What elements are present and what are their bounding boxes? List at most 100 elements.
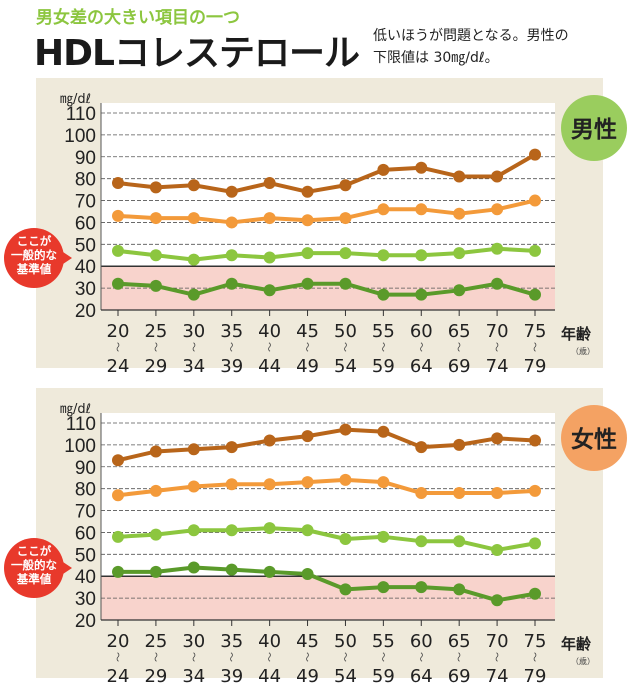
x-tick-label-end: 39: [220, 356, 243, 377]
x-tick-label-end: 44: [258, 666, 281, 685]
y-tick-label: 90: [75, 458, 96, 479]
x-tick-label-start: 20: [107, 321, 130, 342]
data-point: [415, 161, 428, 174]
data-point: [339, 533, 352, 546]
x-tick-label-start: 25: [144, 631, 167, 652]
x-tick-range-mark: 〜: [225, 652, 236, 662]
x-tick-label-end: 29: [144, 356, 167, 377]
data-point: [377, 203, 390, 216]
x-tick-label-end: 49: [296, 666, 319, 685]
data-point: [491, 203, 504, 216]
x-tick-range-mark: 〜: [301, 652, 312, 662]
x-tick-label-start: 35: [220, 631, 243, 652]
data-point: [491, 487, 504, 500]
x-tick-label-start: 30: [182, 321, 205, 342]
x-tick-label-start: 30: [182, 631, 205, 652]
callout-bubble: [4, 538, 64, 598]
y-tick-label: 100: [64, 126, 96, 147]
x-tick-label-end: 39: [220, 666, 243, 685]
x-tick-label-end: 59: [372, 666, 395, 685]
x-tick-range-mark: 〜: [490, 652, 501, 662]
x-tick-label-start: 35: [220, 321, 243, 342]
x-tick-range-mark: 〜: [225, 342, 236, 352]
data-point: [377, 476, 390, 489]
y-tick-label: 80: [75, 480, 96, 501]
x-tick-label-start: 60: [410, 631, 433, 652]
data-point: [301, 476, 314, 489]
x-tick-label-start: 75: [524, 631, 547, 652]
data-point: [453, 284, 466, 297]
data-point: [491, 543, 504, 556]
x-tick-label-end: 64: [410, 666, 433, 685]
x-tick-label-start: 25: [144, 321, 167, 342]
y-tick-label: 100: [64, 436, 96, 457]
x-tick-label-end: 54: [334, 356, 357, 377]
data-point: [301, 430, 314, 443]
x-tick-label-end: 29: [144, 666, 167, 685]
x-tick-range-mark: 〜: [111, 652, 122, 662]
data-point: [187, 212, 200, 225]
x-tick-range-mark: 〜: [338, 342, 349, 352]
chart-panel-1: 1101009080706050403020㎎/dℓ20〜2425〜2930〜3…: [4, 388, 627, 685]
data-point: [529, 148, 541, 161]
data-point: [339, 423, 352, 436]
x-tick-label-end: 69: [448, 356, 471, 377]
x-tick-label-end: 24: [107, 356, 130, 377]
data-point: [529, 434, 541, 447]
x-tick-range-mark: 〜: [149, 342, 160, 352]
data-point: [415, 487, 428, 500]
y-tick-label: 110: [66, 104, 96, 125]
y-tick-label: 60: [75, 523, 96, 544]
data-point: [149, 212, 162, 225]
data-point: [377, 163, 390, 176]
x-tick-label-start: 20: [107, 631, 130, 652]
data-point: [149, 484, 162, 497]
series-line-3: [118, 565, 536, 603]
data-point: [263, 522, 276, 535]
x-tick-label-end: 34: [182, 666, 205, 685]
data-point: [187, 179, 200, 192]
x-tick-label-start: 65: [448, 321, 471, 342]
x-tick-range-mark: 〜: [187, 342, 198, 352]
series-line-3: [117, 281, 536, 297]
data-point: [263, 212, 276, 225]
x-tick-label-start: 60: [410, 321, 433, 342]
data-point: [339, 277, 352, 290]
data-point: [225, 249, 238, 262]
callout-text: 一般的な: [11, 558, 57, 572]
x-axis-label: 年齢: [561, 325, 592, 343]
gender-badge: [561, 405, 627, 471]
data-point: [453, 583, 466, 596]
data-point: [225, 277, 238, 290]
data-point: [263, 434, 276, 447]
data-point: [491, 170, 504, 183]
x-tick-label-start: 70: [486, 321, 509, 342]
gender-badge: [561, 95, 627, 161]
data-point: [112, 530, 124, 543]
x-tick-range-mark: 〜: [263, 342, 274, 352]
x-tick-label-end: 24: [107, 666, 130, 685]
callout-bubble: [4, 228, 64, 288]
data-point: [187, 253, 200, 266]
x-tick-label-end: 49: [296, 356, 319, 377]
x-tick-range-mark: 〜: [376, 652, 387, 662]
data-point: [453, 207, 466, 220]
y-tick-label: 70: [75, 192, 96, 213]
data-point: [263, 251, 276, 264]
x-tick-label-start: 45: [296, 321, 319, 342]
x-tick-range-mark: 〜: [414, 342, 425, 352]
x-tick-range-mark: 〜: [338, 652, 349, 662]
data-point: [225, 216, 238, 229]
data-point: [301, 185, 314, 198]
data-point: [263, 177, 276, 190]
x-tick-label-start: 55: [372, 321, 395, 342]
y-tick-label: 60: [75, 213, 96, 234]
x-tick-label-start: 40: [258, 321, 281, 342]
data-point: [529, 484, 541, 497]
y-axis-unit: ㎎/dℓ: [60, 402, 91, 417]
note-line-2: 下限値は 30㎎/dℓ。: [373, 50, 499, 66]
x-tick-label-start: 45: [296, 631, 319, 652]
x-tick-range-mark: 〜: [452, 342, 463, 352]
x-tick-range-mark: 〜: [187, 652, 198, 662]
